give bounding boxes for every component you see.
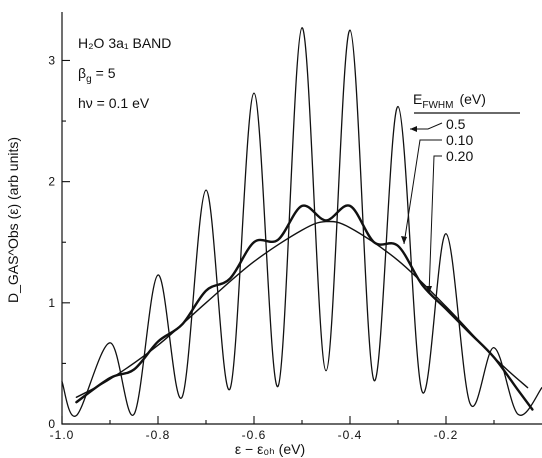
x-tick-label: -0.4 xyxy=(338,428,363,442)
series-line-0.20 xyxy=(75,204,534,411)
x-tick-label: -0.6 xyxy=(242,428,267,442)
y-tick-label: 2 xyxy=(48,175,56,189)
y-axis-label: D_GAS^Obs (ε) (arb units) xyxy=(5,137,21,303)
beta-subscript: g xyxy=(86,74,92,85)
series-line-0.10 xyxy=(61,27,542,417)
series-line-0.5 xyxy=(75,220,529,398)
chart-ticks: 0 1 2 3 -1.0 -0.8 -0.6 -0.4 -0.2 xyxy=(48,53,495,442)
x-tick-label: -1.0 xyxy=(50,428,75,442)
y-tick-label: 0 xyxy=(48,417,56,431)
legend-arrowhead-0.20 xyxy=(426,286,432,294)
legend-arrowhead-0.5 xyxy=(410,126,417,132)
chart-axes xyxy=(61,12,542,425)
molecule-label: H₂O 3a₁ BAND xyxy=(78,35,171,51)
x-tick-label: -0.2 xyxy=(434,428,459,442)
x-axis-label: ε − ε₀ₕ (eV) xyxy=(235,441,305,457)
legend-entry-0.20: 0.20 xyxy=(446,148,473,164)
legend-title: EFWHM (eV) xyxy=(413,91,486,111)
legend-entry-0.5: 0.5 xyxy=(446,116,466,132)
beta-symbol: β xyxy=(78,65,86,81)
y-tick-label: 1 xyxy=(48,296,56,310)
legend-leader-0.20 xyxy=(428,155,442,295)
legend-arrowhead-0.10 xyxy=(401,236,407,244)
beta-label: βg = 5 xyxy=(78,65,116,85)
photon-energy-label: hν = 0.1 eV xyxy=(78,95,150,111)
legend-title-subscript: FWHM xyxy=(422,100,453,111)
y-tick-label: 3 xyxy=(48,53,56,67)
legend-entry-0.10: 0.10 xyxy=(446,132,473,148)
legend-leader-0.10 xyxy=(403,139,442,245)
chart-series xyxy=(61,27,542,417)
legend-title-unit: (eV) xyxy=(459,91,485,107)
x-tick-label: -0.8 xyxy=(146,428,171,442)
legend-title-main: E xyxy=(413,91,422,107)
beta-value: = 5 xyxy=(96,65,116,81)
axis-frame xyxy=(61,12,542,425)
